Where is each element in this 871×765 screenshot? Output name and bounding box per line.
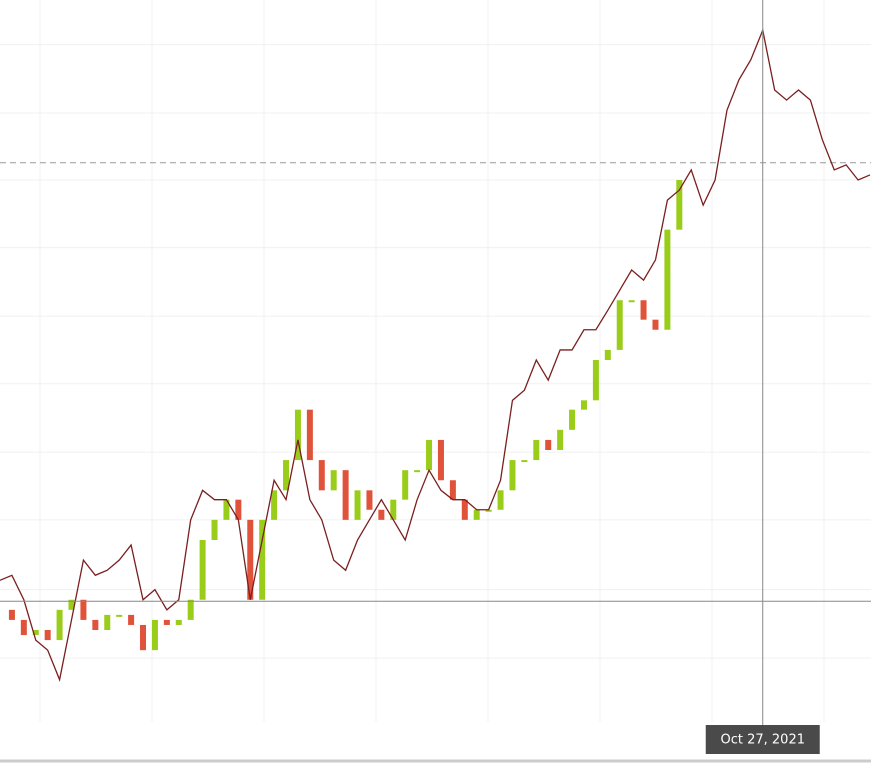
candle	[533, 439, 540, 461]
candle	[20, 619, 27, 636]
candle	[104, 614, 111, 630]
candle	[187, 599, 194, 620]
candle	[676, 180, 683, 230]
candle	[640, 300, 647, 320]
candle	[378, 509, 385, 520]
candle	[151, 619, 158, 651]
candle	[616, 300, 623, 350]
candle	[461, 499, 468, 520]
candle	[318, 460, 325, 491]
candle	[271, 490, 278, 520]
price-line	[0, 27, 871, 682]
candle	[330, 470, 337, 491]
candle	[473, 509, 480, 520]
candle	[592, 360, 599, 401]
candle	[56, 609, 63, 641]
candle	[497, 490, 504, 510]
candle	[211, 519, 218, 540]
candle	[128, 614, 135, 625]
candle	[223, 499, 230, 520]
candle	[545, 439, 552, 450]
candle	[390, 499, 397, 520]
candle	[580, 400, 587, 410]
candle	[521, 460, 528, 463]
candle	[259, 519, 266, 600]
candle	[32, 630, 39, 636]
candle	[437, 439, 444, 481]
candle	[175, 619, 182, 625]
candle	[294, 409, 301, 461]
candle	[68, 599, 75, 610]
candle	[247, 519, 254, 600]
candle	[414, 470, 421, 473]
candle	[485, 509, 492, 512]
candle	[8, 609, 15, 620]
crosshair-tooltip	[705, 725, 820, 754]
crosshair-label: Oct 27, 2021	[720, 733, 805, 748]
candle	[604, 349, 611, 360]
candle	[92, 619, 99, 630]
candle	[354, 490, 361, 520]
candle	[283, 460, 290, 491]
candle	[80, 599, 87, 620]
candle	[402, 470, 409, 500]
candle	[628, 300, 635, 303]
candle	[342, 470, 349, 520]
candle	[235, 499, 242, 520]
candle	[199, 540, 206, 600]
candle	[509, 460, 516, 491]
candle	[116, 614, 123, 617]
candle	[163, 619, 170, 625]
x-grid	[39, 0, 825, 722]
candle	[306, 409, 313, 461]
candle	[664, 229, 671, 330]
candle	[426, 439, 433, 471]
candle	[569, 409, 576, 430]
candle	[557, 429, 564, 450]
candle	[366, 490, 373, 510]
candle	[140, 624, 147, 651]
candle	[44, 630, 51, 641]
candle	[652, 319, 659, 330]
candle	[449, 480, 456, 500]
